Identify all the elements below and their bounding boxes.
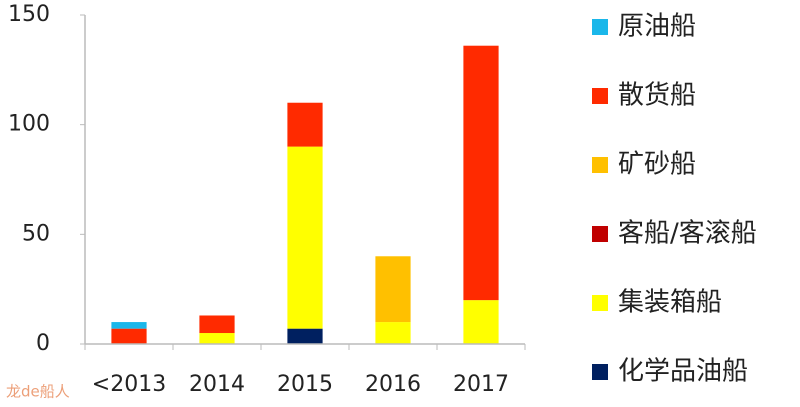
legend-swatch — [592, 157, 608, 173]
x-tick-label: 2015 — [277, 372, 333, 397]
x-tick-label: 2014 — [189, 372, 245, 397]
legend-swatch — [592, 88, 608, 104]
y-tick-label: 50 — [22, 221, 50, 246]
bar-segment — [287, 328, 323, 344]
bar-segment — [375, 322, 411, 344]
bar-segment — [111, 328, 147, 344]
y-tick-label: 100 — [8, 112, 50, 137]
bar-segment — [199, 315, 235, 334]
bar-segment — [463, 300, 499, 344]
legend-label: 化学品油船 — [618, 357, 748, 387]
legend-label: 原油船 — [618, 12, 696, 42]
legend-swatch — [592, 19, 608, 35]
legend-label: 集装箱船 — [618, 288, 722, 318]
bar-segment — [375, 256, 411, 323]
legend-label: 客船/客滚船 — [618, 219, 757, 249]
y-tick-label: 150 — [8, 2, 50, 27]
bar-segment — [287, 102, 323, 147]
watermark: 龙de船人 — [6, 383, 70, 401]
legend-swatch — [592, 295, 608, 311]
bar-segment — [287, 146, 323, 329]
y-tick-label: 0 — [36, 331, 50, 356]
legend-swatch — [592, 226, 608, 242]
x-tick-label: 2017 — [453, 372, 509, 397]
legend-label: 矿砂船 — [618, 150, 696, 180]
bar-segment — [463, 45, 499, 301]
legend-label: 散货船 — [618, 81, 696, 111]
bar-segment — [111, 322, 147, 329]
x-tick-label: 2016 — [365, 372, 421, 397]
bar-segment — [199, 333, 235, 344]
x-tick-label: <2013 — [92, 372, 166, 397]
legend-swatch — [592, 364, 608, 380]
